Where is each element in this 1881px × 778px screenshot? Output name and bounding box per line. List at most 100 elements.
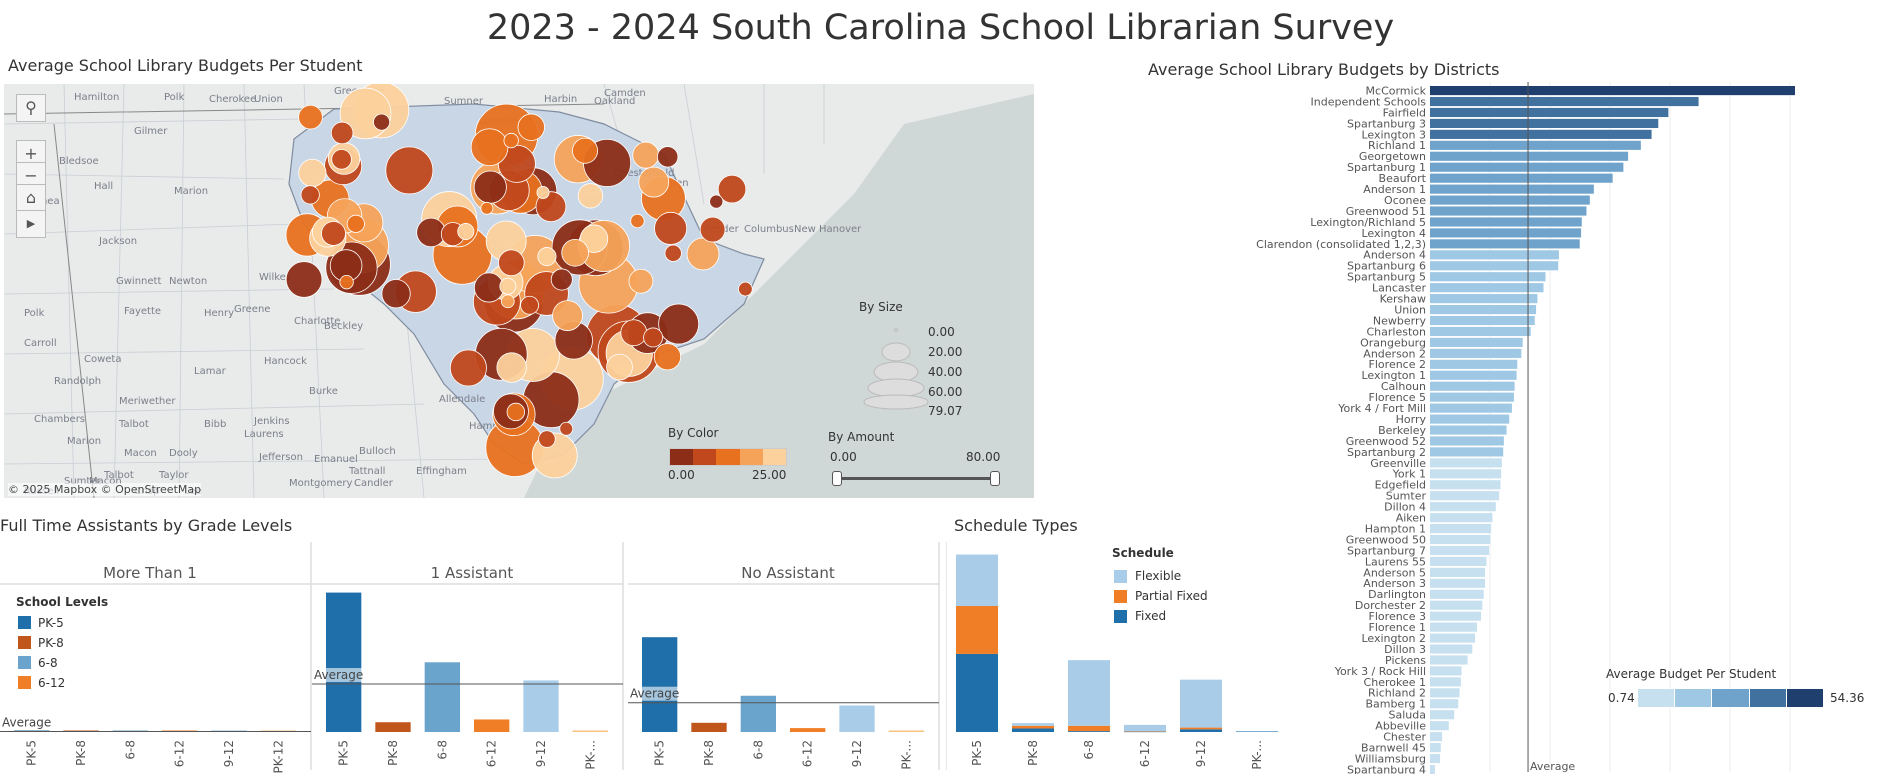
map-search-icon[interactable]: ⚲ — [16, 94, 46, 122]
assistants-bar — [790, 728, 826, 732]
map-view[interactable]: Hamilton Polk Cherokee Union Harbin Oakland Gi… — [4, 84, 1034, 498]
place-label: Marion — [174, 186, 208, 197]
schedule-bar-segment — [1180, 729, 1222, 732]
place-label: Allendale — [439, 394, 485, 405]
district-bar — [1430, 348, 1522, 358]
grade-tick-label: PK-5 — [337, 740, 351, 766]
assistants-bar — [691, 722, 727, 732]
district-bar — [1430, 140, 1641, 150]
district-label: Richland 1 — [1368, 139, 1426, 152]
amount-slider-max-handle[interactable] — [990, 471, 1000, 486]
district-circle — [496, 352, 527, 383]
district-circle — [577, 183, 604, 209]
district-bar — [1430, 272, 1546, 282]
district-bar — [1430, 403, 1512, 413]
district-bar — [1430, 732, 1443, 742]
district-bar — [1430, 480, 1501, 490]
color-legend-title: By Color — [668, 426, 719, 440]
district-bar — [1430, 666, 1462, 676]
average-label-bg — [313, 668, 363, 683]
district-circle — [298, 104, 323, 130]
place-label: Henry — [204, 308, 234, 319]
amount-slider-min-handle[interactable] — [832, 471, 842, 486]
district-label: Bamberg 1 — [1365, 698, 1426, 711]
place-label: Effingham — [416, 466, 467, 477]
district-label: Sumter — [1386, 490, 1427, 503]
color-legend-bar — [669, 448, 787, 466]
district-circles[interactable] — [285, 84, 753, 479]
district-bar — [1430, 567, 1486, 577]
district-label: Aiken — [1396, 512, 1426, 525]
place-label: Jackson — [98, 236, 137, 247]
grade-tick-label: 9-12 — [850, 740, 864, 767]
assistants-bar — [572, 730, 608, 732]
size-legend-symbol — [863, 394, 929, 410]
district-circle — [346, 214, 365, 233]
district-label: Calhoun — [1381, 380, 1426, 393]
district-bar — [1430, 458, 1502, 468]
legend-swatch — [1114, 569, 1127, 583]
schedule-bar-chart[interactable]: PK-5 PK-8 6-8 6-12 9-12 PK-... — [946, 540, 1286, 778]
district-circle — [520, 295, 539, 315]
place-label: Polk — [164, 92, 185, 103]
home-icon[interactable]: ⌂ — [16, 184, 46, 212]
district-bar — [1430, 491, 1500, 501]
district-bar — [1430, 447, 1504, 457]
district-label: Lexington 1 — [1361, 369, 1426, 382]
district-circle — [638, 166, 670, 198]
district-label: Spartanburg 3 — [1347, 117, 1426, 130]
district-bar — [1430, 699, 1459, 709]
district-circle — [579, 224, 609, 253]
district-bar — [1430, 414, 1510, 424]
district-bar — [1430, 710, 1455, 720]
district-label: Anderson 5 — [1363, 566, 1426, 579]
place-label: Cherokee — [209, 94, 256, 105]
schedule-bar-segment — [956, 554, 998, 607]
schedule-tick-label: PK-5 — [970, 740, 984, 766]
place-label: Talbot — [103, 470, 134, 481]
average-label: Average — [2, 715, 51, 729]
place-label: Gwinnett — [116, 276, 161, 287]
district-label: Pickens — [1385, 654, 1426, 667]
place-label: Oakland — [594, 96, 635, 107]
district-label: Lancaster — [1372, 282, 1426, 295]
district-label: Richland 2 — [1368, 687, 1426, 700]
district-label: Spartanburg 2 — [1347, 446, 1426, 459]
assistants-bar — [523, 680, 559, 732]
district-bar — [1430, 173, 1613, 183]
district-bar — [1430, 184, 1594, 194]
district-label: York 3 / Rock Hill — [1334, 665, 1426, 678]
place-label: Sumter — [64, 476, 102, 487]
schedule-bar-segment — [1124, 731, 1166, 732]
district-label: Florence 3 — [1369, 610, 1426, 623]
average-label: Average — [630, 687, 679, 701]
district-bar — [1430, 206, 1587, 216]
place-label: Marion — [67, 436, 101, 447]
pane-header: 1 Assistant — [431, 564, 514, 582]
schedule-bar-segment — [1068, 725, 1110, 732]
place-label: Dooly — [169, 448, 198, 459]
district-bar — [1430, 162, 1624, 172]
schedule-bar-segment — [956, 653, 998, 732]
district-circle — [699, 216, 726, 243]
district-label: Beaufort — [1379, 172, 1427, 185]
district-label: Spartanburg 4 — [1347, 763, 1426, 774]
place-label: Charlotte — [294, 316, 340, 327]
amount-slider-track[interactable] — [836, 477, 996, 480]
state-border — [53, 123, 95, 498]
district-circle — [717, 174, 747, 204]
grade-tick-label: PK-8 — [74, 740, 88, 766]
budget-legend-swatch — [1786, 689, 1825, 707]
assistants-bar — [839, 705, 875, 732]
district-bar — [1430, 228, 1582, 238]
district-bar — [1430, 305, 1537, 315]
average-label-bg — [1, 715, 51, 730]
average-label: Average — [314, 668, 363, 682]
play-icon[interactable]: ▶ — [16, 210, 46, 238]
grade-tick-label: PK-5 — [25, 740, 39, 766]
district-label: Fairfield — [1383, 106, 1426, 119]
legend-swatch — [18, 656, 31, 669]
assistants-bar-chart[interactable]: More Than 1 PK-5 PK-8 6-8 6-12 9-12 PK-12 Avera… — [0, 540, 946, 778]
